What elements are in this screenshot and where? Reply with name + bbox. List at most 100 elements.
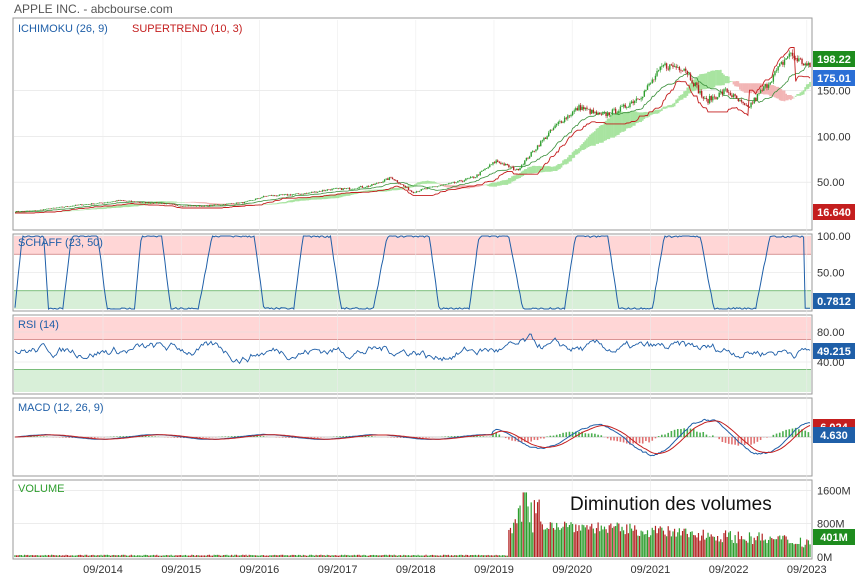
macd-histogram-bar	[495, 432, 497, 437]
volume-bar	[90, 555, 93, 557]
volume-bar	[304, 555, 306, 557]
candle-body	[135, 201, 137, 203]
volume-bar	[328, 555, 330, 557]
candle-body	[39, 209, 42, 211]
macd-histogram-bar	[750, 437, 752, 445]
candle-body	[367, 185, 370, 187]
cloud-slice	[88, 208, 91, 210]
candle-body	[505, 163, 507, 166]
cloud-slice	[574, 149, 577, 155]
cloud-slice	[69, 210, 72, 212]
volume-bar	[27, 554, 29, 557]
volume-bar	[387, 555, 389, 557]
volume-bar	[650, 535, 652, 557]
candle-body	[571, 111, 574, 116]
volume-bar	[782, 535, 784, 557]
macd-histogram-bar	[119, 436, 121, 437]
cloud-slice	[267, 203, 270, 205]
candle-body	[213, 204, 215, 206]
cloud-slice	[643, 112, 646, 119]
candle-body	[224, 204, 227, 205]
cloud-slice	[716, 70, 719, 86]
candle-body	[175, 204, 177, 206]
volume-bar	[481, 555, 483, 557]
candle-body	[68, 206, 70, 208]
volume-bar	[497, 555, 499, 557]
price-low-badge-text: 16.640	[817, 207, 851, 219]
candle-body	[764, 84, 767, 87]
candle-body	[594, 111, 596, 113]
cloud-slice	[464, 185, 467, 189]
cloud-slice	[125, 204, 128, 208]
cloud-slice	[547, 166, 550, 172]
candle-body	[116, 200, 118, 202]
candle-body	[503, 163, 505, 166]
volume-bar	[750, 536, 752, 557]
candle-body	[782, 62, 784, 65]
volume-bar	[326, 554, 328, 557]
candle-body	[492, 162, 494, 165]
volume-bar	[153, 554, 155, 557]
cloud-slice	[601, 124, 604, 143]
schaff-label: SCHAFF (23, 50)	[18, 237, 103, 249]
cloud-slice	[514, 175, 517, 181]
volume-bar	[186, 555, 188, 557]
macd-histogram-bar	[559, 434, 561, 437]
candle-body	[406, 187, 408, 188]
cloud-slice	[573, 150, 576, 158]
volume-bar	[160, 555, 163, 557]
cloud-slice	[734, 81, 737, 87]
candle-body	[788, 53, 790, 57]
volume-bar	[806, 539, 808, 557]
volume-bar	[259, 555, 261, 557]
volume-bar	[608, 525, 610, 557]
candle-body	[774, 71, 776, 76]
candle-body	[414, 192, 416, 194]
volume-bar	[627, 533, 629, 557]
cloud-slice	[109, 206, 112, 209]
cloud-slice	[751, 83, 754, 93]
cloud-slice	[90, 208, 93, 210]
cloud-slice	[581, 144, 584, 150]
cloud-slice	[249, 204, 252, 206]
volume-bar	[180, 555, 182, 557]
macd-histogram-bar	[543, 437, 545, 439]
macd-histogram-bar	[320, 437, 322, 438]
macd-histogram-bar	[555, 434, 558, 437]
macd-histogram-bar	[680, 428, 682, 437]
volume-bar	[597, 522, 599, 557]
candle-body	[514, 169, 516, 171]
candle-body	[423, 188, 426, 190]
volume-bar	[783, 535, 786, 557]
cloud-slice	[205, 202, 208, 204]
cloud-slice	[480, 185, 483, 186]
cloud-slice	[364, 190, 367, 193]
cloud-slice	[116, 205, 118, 208]
volume-bar	[310, 554, 312, 557]
candle-body	[57, 207, 59, 209]
volume-bar	[775, 539, 778, 557]
volume-bar	[302, 554, 304, 557]
cloud-slice	[552, 166, 555, 171]
candle-body	[766, 84, 768, 88]
candle-body	[447, 183, 450, 185]
candle-body	[481, 170, 483, 172]
candle-body	[536, 145, 539, 150]
volume-bar	[223, 555, 225, 557]
volume-bar	[662, 530, 665, 557]
candle-body	[98, 202, 101, 204]
volume-bar	[68, 555, 70, 557]
candle-body	[390, 177, 392, 178]
schaff-tick-label: 50.00	[817, 268, 845, 280]
cloud-slice	[106, 206, 109, 209]
macd-histogram-bar	[310, 437, 313, 438]
volume-bar	[247, 555, 249, 557]
volume-bar	[200, 555, 203, 557]
volume-bar	[86, 554, 88, 557]
cloud-slice	[449, 185, 451, 188]
volume-bar	[600, 525, 602, 557]
volume-bar	[192, 554, 195, 557]
candle-body	[629, 103, 631, 108]
cloud-slice	[566, 157, 569, 164]
cloud-slice	[804, 87, 807, 92]
